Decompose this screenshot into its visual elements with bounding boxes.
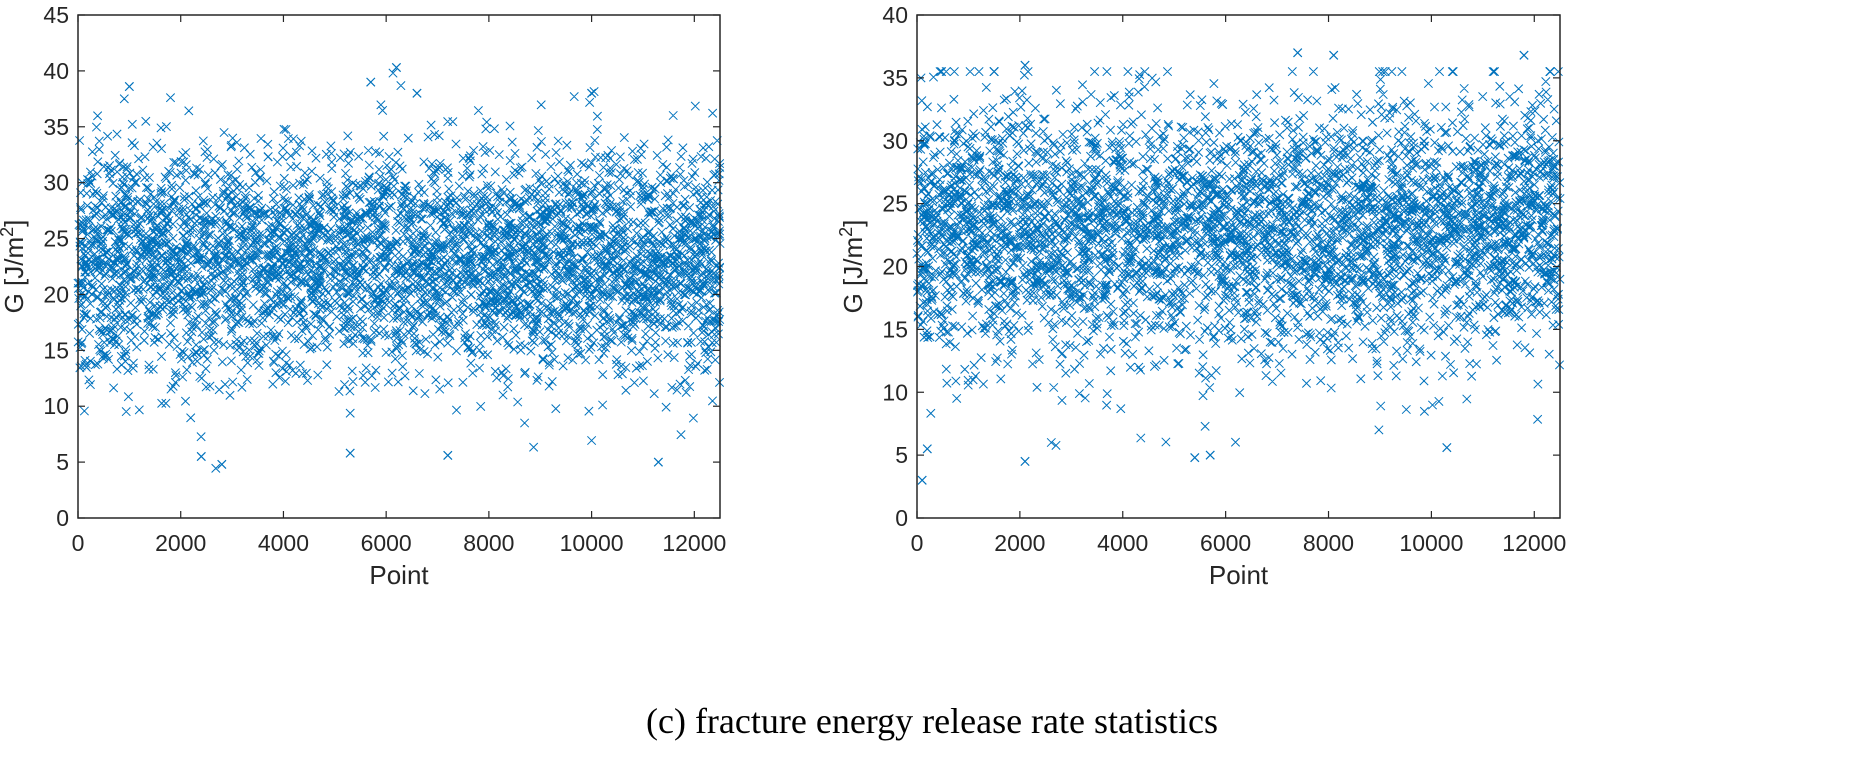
- scatter-point: [1205, 450, 1215, 460]
- y-tick-label: 20: [882, 254, 908, 280]
- y-tick-label: 40: [882, 2, 908, 28]
- x-tick-label: 8000: [1303, 530, 1354, 556]
- y-axis-label-close: ]: [838, 220, 868, 227]
- y-tick-label: 30: [882, 128, 908, 154]
- y-tick-label: 0: [56, 505, 69, 531]
- y-tick-label: 0: [895, 505, 908, 531]
- figure: 0 2000 4000 6000 8000 10000 12000 051015202530…: [0, 2, 1566, 590]
- scatter-point: [1519, 50, 1529, 60]
- scatter-point: [345, 448, 355, 458]
- scatter-point: [922, 444, 932, 454]
- scatter-point: [1190, 453, 1200, 463]
- x-tick-label: 6000: [1200, 530, 1251, 556]
- scatter-point: [366, 77, 376, 87]
- scatter-point: [391, 62, 402, 73]
- x-tick-label: 4000: [258, 530, 309, 556]
- y-axis-label-sup: 2: [836, 227, 856, 237]
- scatter-cloud: [912, 67, 1565, 450]
- x-tick-label: 0: [911, 530, 924, 556]
- chart-panel-left: 0 2000 4000 6000 8000 10000 12000 0 5 10 15 20 25 30…: [0, 2, 726, 590]
- scatter-point: [1329, 50, 1339, 60]
- x-tick-label: 6000: [361, 530, 412, 556]
- y-tick-label: 10: [882, 379, 908, 405]
- scatter-point: [196, 451, 206, 462]
- x-tick-label: 12000: [1502, 530, 1566, 556]
- y-tick-label: 5: [56, 449, 69, 475]
- scatter-point: [917, 475, 927, 485]
- x-tick-label: 0: [72, 530, 85, 556]
- y-axis-ticks: 0 5 10 15 20 25 30 35 40 45: [43, 2, 720, 531]
- x-tick-label: 4000: [1097, 530, 1148, 556]
- y-axis-label-main: G [J/m: [838, 237, 868, 314]
- y-tick-label: 25: [43, 226, 69, 252]
- y-tick-label: 45: [43, 2, 69, 28]
- scatter-point: [653, 457, 663, 467]
- scatter-point: [217, 459, 227, 469]
- x-axis-label: Point: [1209, 560, 1269, 590]
- scatter-point: [586, 88, 597, 98]
- scatter-point: [124, 81, 134, 92]
- y-tick-label: 15: [882, 316, 908, 342]
- y-axis-ticks: 0 5 10 15 20 25 30 35 40: [882, 2, 1560, 531]
- y-axis-label: G [J/m2]: [836, 220, 868, 314]
- scatter-point: [1442, 442, 1452, 453]
- scatter-points: [73, 62, 725, 473]
- y-tick-label: 25: [882, 191, 908, 217]
- scatter-points: [912, 48, 1565, 485]
- scatter-point: [443, 450, 453, 461]
- scatter-point: [1020, 60, 1030, 70]
- x-tick-label: 2000: [994, 530, 1045, 556]
- plot-area-frame: [77, 14, 721, 519]
- y-tick-label: 20: [43, 281, 69, 307]
- y-axis-label-close: ]: [0, 220, 29, 227]
- y-tick-label: 10: [43, 393, 69, 419]
- y-axis-label-main: G [J/m: [0, 237, 29, 314]
- chart-panel-right: 0 2000 4000 6000 8000 10000 12000 0 5 10 15 20 25 30…: [836, 2, 1566, 590]
- y-tick-label: 15: [43, 337, 69, 363]
- y-axis-label: G [J/m2]: [0, 220, 29, 314]
- figure-caption: (c) fracture energy release rate statist…: [645, 701, 1218, 741]
- x-axis-ticks: 0 2000 4000 6000 8000 10000 12000: [72, 15, 726, 556]
- scatter-point: [1293, 48, 1303, 58]
- y-tick-label: 30: [43, 170, 69, 196]
- x-axis-ticks: 0 2000 4000 6000 8000 10000 12000: [911, 15, 1566, 556]
- y-tick-label: 35: [43, 114, 69, 140]
- y-tick-label: 40: [43, 58, 69, 84]
- x-tick-label: 8000: [463, 530, 514, 556]
- y-axis-label-sup: 2: [0, 227, 17, 237]
- x-tick-label: 10000: [1399, 530, 1463, 556]
- x-tick-label: 2000: [155, 530, 206, 556]
- x-tick-label: 12000: [662, 530, 726, 556]
- scatter-point: [1020, 456, 1030, 467]
- x-axis-label: Point: [369, 560, 429, 590]
- scatter-cloud: [73, 68, 725, 473]
- y-tick-label: 35: [882, 65, 908, 91]
- x-tick-label: 10000: [560, 530, 624, 556]
- scatter-point: [412, 88, 422, 98]
- y-tick-label: 5: [895, 442, 908, 468]
